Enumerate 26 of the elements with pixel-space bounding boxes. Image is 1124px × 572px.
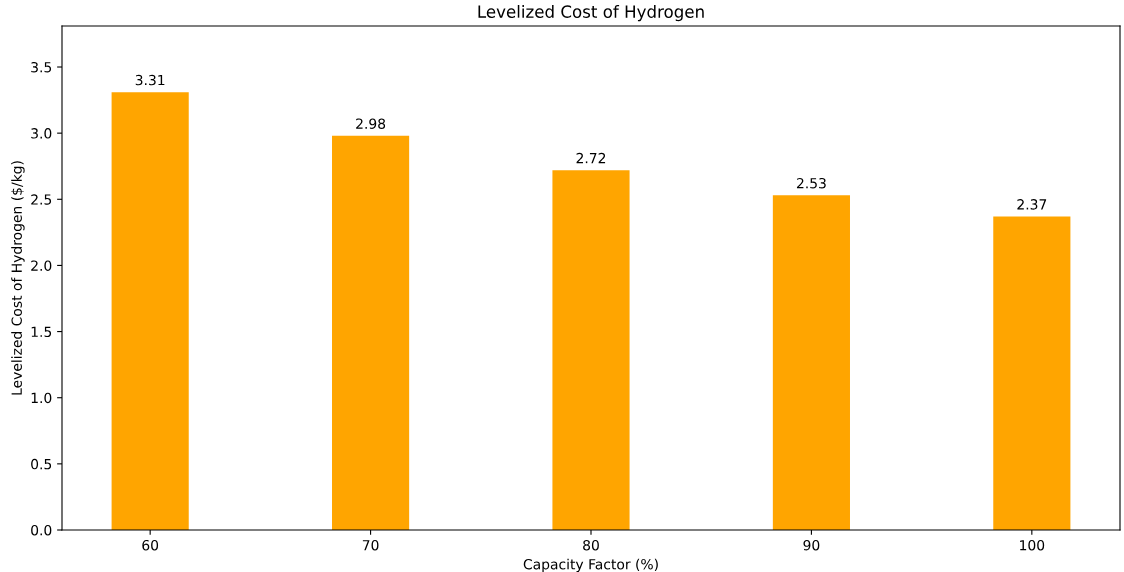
- bar: [772, 195, 850, 530]
- y-tick-label: 0.0: [31, 524, 52, 536]
- data-label: 2.72: [576, 152, 606, 164]
- bar: [332, 135, 410, 530]
- x-tick-label: 80: [583, 539, 599, 551]
- y-tick-label: 1.0: [31, 392, 52, 404]
- x-tick-label: 100: [1020, 539, 1045, 551]
- y-tick-label: 2.0: [31, 260, 52, 271]
- y-tick-label: 1.5: [31, 326, 52, 338]
- y-tick-label: 3.5: [31, 61, 52, 73]
- bar: [111, 92, 189, 530]
- bar: [993, 216, 1071, 530]
- y-tick-label: 0.5: [31, 458, 52, 470]
- x-tick-label: 70: [362, 539, 379, 551]
- bar: [552, 170, 630, 530]
- y-tick-label: 2.5: [31, 194, 52, 205]
- data-label: 2.98: [356, 118, 386, 129]
- x-tick-label: 60: [142, 539, 159, 551]
- chart-title: Levelized Cost of Hydrogen: [478, 5, 704, 22]
- y-tick-label: 3.0: [31, 128, 52, 139]
- data-label: 2.53: [796, 177, 826, 189]
- data-label: 2.37: [1017, 199, 1047, 210]
- data-label: 3.31: [135, 74, 165, 86]
- x-tick-label: 90: [803, 539, 820, 551]
- y-axis-title: Levelized Cost of Hydrogen ($/kg): [11, 161, 25, 395]
- x-axis-title: Capacity Factor (%): [523, 558, 658, 572]
